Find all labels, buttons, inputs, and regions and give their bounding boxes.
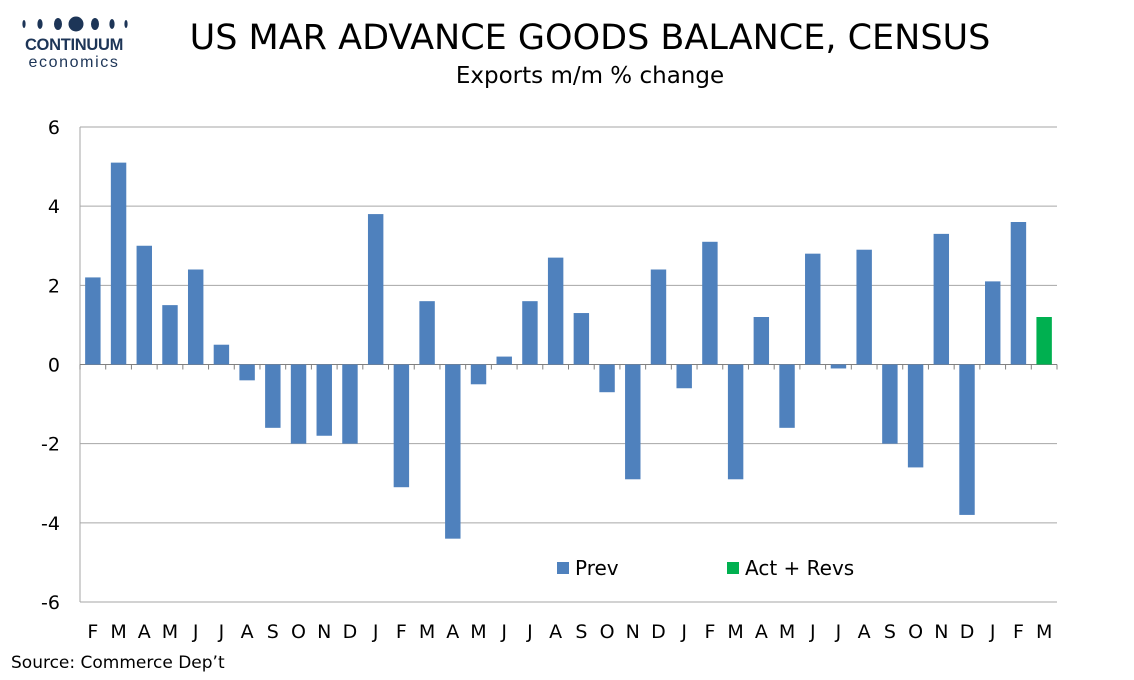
bar bbox=[650, 269, 667, 365]
bar bbox=[162, 305, 178, 365]
bar bbox=[625, 364, 641, 480]
bar bbox=[239, 364, 255, 381]
bar bbox=[676, 364, 692, 389]
bar bbox=[187, 269, 204, 365]
x-tick-label: A bbox=[241, 621, 254, 643]
source-note: Source: Commerce Dep’t bbox=[11, 653, 225, 673]
bar bbox=[136, 245, 152, 365]
x-tick-label: J bbox=[192, 621, 199, 643]
x-tick-label: D bbox=[960, 621, 975, 643]
x-tick-label: D bbox=[343, 621, 358, 643]
x-tick-label: A bbox=[858, 621, 871, 643]
legend-label: Prev bbox=[575, 556, 619, 580]
legend-label: Act + Revs bbox=[745, 556, 854, 580]
bar bbox=[933, 233, 950, 365]
bar bbox=[753, 317, 770, 365]
x-tick-label: S bbox=[267, 621, 279, 643]
bar bbox=[985, 281, 1001, 365]
x-tick-label: N bbox=[934, 621, 948, 643]
bar bbox=[265, 364, 281, 428]
bar bbox=[882, 364, 898, 444]
x-tick-label: F bbox=[1013, 621, 1024, 643]
bar bbox=[779, 364, 795, 428]
bar bbox=[316, 364, 332, 436]
x-tick-label: D bbox=[651, 621, 666, 643]
x-tick-label: A bbox=[138, 621, 151, 643]
bar bbox=[907, 364, 924, 468]
bar bbox=[573, 313, 590, 365]
bar bbox=[1036, 317, 1052, 365]
y-tick-label: -2 bbox=[41, 434, 60, 456]
x-tick-label: J bbox=[680, 621, 687, 643]
bar bbox=[342, 364, 358, 444]
bar bbox=[599, 364, 615, 393]
bar bbox=[445, 364, 461, 539]
x-tick-label: M bbox=[779, 621, 795, 643]
x-tick-label: M bbox=[110, 621, 126, 643]
continuum-economics-logo: CONTINUUM economics bbox=[14, 16, 134, 76]
x-tick-label: S bbox=[884, 621, 896, 643]
bar bbox=[727, 364, 744, 480]
x-tick-label: A bbox=[549, 621, 562, 643]
bar bbox=[959, 364, 975, 515]
bar bbox=[393, 364, 410, 488]
chart-subtitle: Exports m/m % change bbox=[455, 63, 725, 89]
x-tick-label: M bbox=[419, 621, 435, 643]
x-tick-label: M bbox=[162, 621, 178, 643]
logo-dots-icon bbox=[22, 16, 128, 32]
x-tick-label: A bbox=[446, 621, 459, 643]
legend-swatch bbox=[557, 562, 569, 574]
bar bbox=[496, 356, 512, 365]
y-tick-label: 0 bbox=[48, 355, 60, 377]
y-tick-label: 6 bbox=[48, 117, 60, 139]
x-tick-label: O bbox=[600, 621, 615, 643]
bar bbox=[367, 214, 384, 365]
y-tick-label: -4 bbox=[41, 513, 60, 535]
bar bbox=[522, 301, 538, 365]
bar bbox=[547, 257, 564, 365]
bar bbox=[419, 301, 435, 365]
bar bbox=[290, 364, 307, 444]
y-tick-label: 4 bbox=[48, 196, 60, 218]
x-tick-label: F bbox=[396, 621, 407, 643]
x-tick-label: M bbox=[727, 621, 743, 643]
y-tick-label: -6 bbox=[41, 592, 60, 614]
x-tick-label: O bbox=[291, 621, 306, 643]
x-tick-label: J bbox=[989, 621, 996, 643]
bar bbox=[213, 344, 230, 365]
x-tick-label: N bbox=[626, 621, 640, 643]
x-tick-label: J bbox=[526, 621, 533, 643]
x-tick-label: J bbox=[218, 621, 225, 643]
x-tick-label: O bbox=[908, 621, 923, 643]
x-tick-label: F bbox=[704, 621, 715, 643]
x-tick-label: M bbox=[1036, 621, 1052, 643]
x-tick-label: F bbox=[87, 621, 98, 643]
x-tick-label: N bbox=[317, 621, 331, 643]
bar bbox=[702, 241, 718, 365]
bar bbox=[470, 364, 487, 385]
x-tick-label: S bbox=[575, 621, 587, 643]
x-tick-label: J bbox=[835, 621, 842, 643]
x-tick-label: J bbox=[372, 621, 379, 643]
bar bbox=[830, 364, 847, 369]
bar bbox=[1010, 222, 1027, 365]
bar bbox=[856, 249, 872, 365]
x-tick-label: J bbox=[809, 621, 816, 643]
chart-title: US MAR ADVANCE GOODS BALANCE, CENSUS bbox=[189, 18, 991, 58]
y-tick-label: 2 bbox=[48, 275, 60, 297]
legend-swatch bbox=[727, 562, 739, 574]
x-tick-label: A bbox=[755, 621, 768, 643]
bar bbox=[805, 253, 821, 365]
x-tick-label: M bbox=[470, 621, 486, 643]
logo-name: CONTINUUM bbox=[24, 36, 124, 54]
x-tick-label: J bbox=[500, 621, 507, 643]
bar bbox=[85, 277, 101, 365]
bar bbox=[110, 162, 127, 365]
logo-tagline: economics bbox=[28, 54, 120, 71]
